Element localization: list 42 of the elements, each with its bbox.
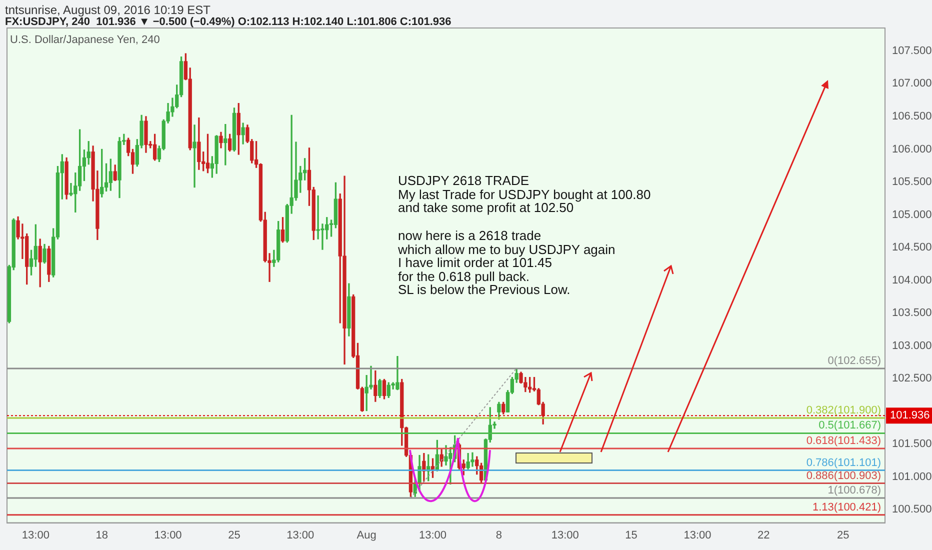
y-tick-label: 107.500 — [892, 44, 932, 57]
ref-line-label: 1(100.678) — [828, 484, 881, 497]
annotation: now here is a 2618 trade which allow me to buy USDJPY again I have limit order at 101.45 for the 0.618 pull back. SL is below the Previous Low. — [398, 228, 616, 298]
x-tick-label: 13:00 — [684, 529, 712, 542]
x-tick-label: 25 — [836, 529, 850, 542]
y-tick-label: 107.000 — [892, 78, 932, 90]
ref-line-label: 0.786(101.101) — [806, 456, 881, 469]
y-tick-label: 104.500 — [892, 242, 932, 254]
annotation: USDJPY 2618 TRADE My last Trade for USDJPY bought at 100.80 and take some profit at 102.50 — [398, 173, 651, 216]
chart-subtitle: FX:USDJPY, 240 101.936 ▼ −0.500 (−0.49%) O:102.113 H:102.140 L:101.806 C:101.936 — [5, 16, 452, 28]
x-tick-label: 13:00 — [551, 529, 579, 542]
candlestick — [192, 124, 196, 188]
ref-line-label: 0(102.655) — [828, 354, 881, 367]
ref-line-label: 101.936 — [890, 410, 930, 422]
x-tick-label: 13:00 — [286, 529, 314, 542]
y-tick-label: 100.500 — [892, 504, 932, 516]
x-tick-label: 13:00 — [22, 529, 50, 542]
ref-line-label: 1.13(100.421) — [812, 501, 881, 514]
x-tick-label: 13:00 — [154, 529, 182, 542]
y-tick-label: 104.000 — [892, 274, 932, 286]
ref-line-label: 0.382(101.900) — [806, 404, 881, 416]
y-tick-label: 101.000 — [892, 470, 932, 483]
y-tick-label: 103.000 — [892, 340, 932, 352]
x-tick-label: 15 — [625, 529, 638, 542]
text: U.S. Dollar/Japanese Yen, 240 — [10, 34, 160, 46]
x-tick-label: 22 — [758, 529, 770, 542]
x-tick-label: 18 — [96, 529, 108, 542]
y-tick-label: 106.500 — [892, 110, 932, 123]
y-tick-label: 105.500 — [892, 176, 932, 188]
x-tick-label: 8 — [496, 529, 502, 542]
y-tick-label: 102.500 — [892, 372, 932, 385]
x-tick-label: Aug — [356, 529, 376, 542]
y-tick-label: 105.000 — [892, 208, 932, 221]
y-tick-label: 101.500 — [892, 438, 932, 450]
x-tick-label: 13:00 — [419, 529, 447, 542]
x-tick-label: 25 — [228, 529, 240, 542]
ref-line-label: 0.5(101.667) — [818, 420, 881, 432]
y-tick-label: 103.500 — [892, 307, 932, 320]
text: tntsunrise, August 09, 2016 10:19 EST — [5, 3, 210, 17]
ref-line-label: 0.618(101.433) — [806, 435, 881, 448]
y-tick-label: 106.000 — [892, 143, 932, 156]
ref-line-label: 0.886(100.903) — [806, 470, 881, 482]
